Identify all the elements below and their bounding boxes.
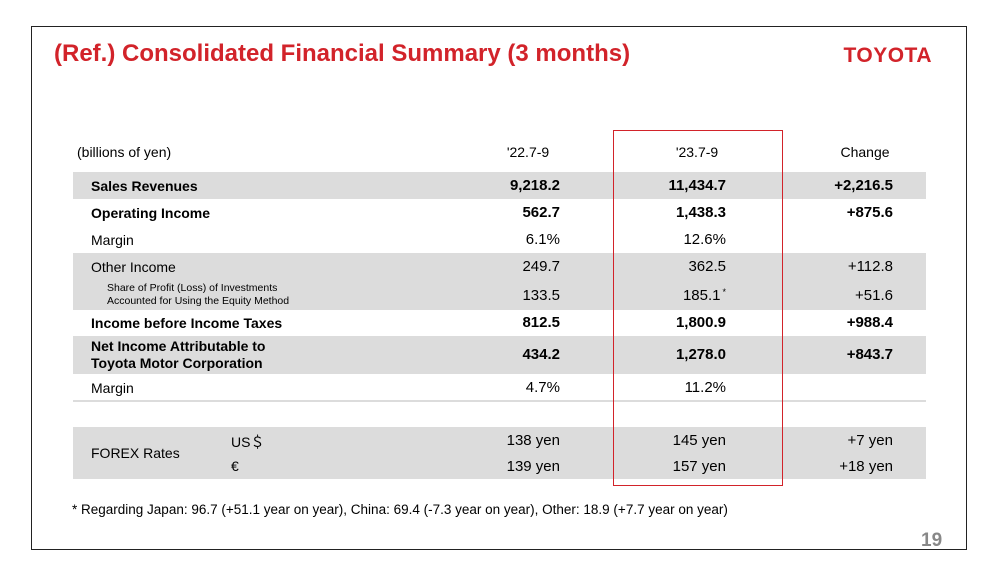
cell-2022: 4.7%	[525, 379, 560, 396]
toyota-logo: TOYOTA	[843, 44, 932, 67]
row-band	[73, 253, 926, 310]
table-row: Margin 6.1% 12.6%	[73, 226, 926, 253]
cell-change: +51.6	[855, 287, 893, 304]
row-label: Other Income	[91, 259, 176, 275]
column-header-2022: '22.7-9	[506, 144, 550, 160]
slide-frame	[31, 26, 967, 550]
cell-2022: 434.2	[522, 346, 560, 363]
table-row: Income before Income Taxes 812.5 1,800.9…	[73, 310, 926, 336]
cell-change: +875.6	[846, 204, 893, 221]
cell-2023: 11,434.7	[668, 177, 726, 194]
cell-2023: 157 yen	[672, 458, 726, 475]
cell-change: +843.7	[846, 346, 893, 363]
cell-2023: 12.6%	[683, 231, 726, 248]
row-band	[73, 172, 926, 199]
table-row: Other Income 249.7 362.5 +112.8	[73, 253, 926, 280]
cell-2023: 11.2%	[684, 379, 726, 396]
row-label: Sales Revenues	[91, 178, 198, 194]
cell-change: +2,216.5	[834, 177, 893, 194]
cell-2022: 249.7	[522, 258, 560, 275]
forex-label: FOREX Rates	[91, 445, 180, 461]
cell-change: +112.8	[847, 258, 893, 275]
currency-eur: €	[231, 458, 239, 474]
row-label-line-1: Net Income Attributable to	[91, 338, 266, 354]
row-label: Income before Income Taxes	[91, 315, 283, 331]
forex-band	[73, 427, 926, 479]
cell-change: +18 yen	[839, 458, 893, 475]
cell-2022: 562.7	[522, 204, 560, 221]
table-row: Margin 4.7% 11.2%	[73, 374, 926, 400]
footnote-mark: *	[722, 287, 726, 297]
forex-section: FOREX Rates US＄ € 138 yen 145 yen +7 yen…	[73, 427, 926, 479]
footnote: * Regarding Japan: 96.7 (+51.1 year on y…	[72, 502, 728, 517]
cell-2022: 138 yen	[506, 432, 560, 449]
page-title: (Ref.) Consolidated Financial Summary (3…	[54, 40, 631, 67]
cell-2023: 362.5	[688, 258, 726, 275]
row-band	[73, 336, 926, 374]
row-label-line-2: Accounted for Using the Equity Method	[107, 295, 290, 307]
cell-2023: 1,438.3	[675, 204, 726, 221]
column-header-change: Change	[840, 144, 890, 160]
cell-2022: 812.5	[522, 314, 560, 331]
cell-2023-value: 185.1	[682, 287, 721, 304]
unit-label: (billions of yen)	[77, 144, 172, 160]
table-row: Net Income Attributable to Toyota Motor …	[73, 336, 926, 374]
cell-change: +7 yen	[847, 432, 893, 449]
cell-2022: 6.1%	[525, 231, 560, 248]
table-row: Operating Income 562.7 1,438.3 +875.6	[73, 199, 926, 226]
row-label: Operating Income	[91, 205, 211, 221]
row-label-line-2: Toyota Motor Corporation	[91, 355, 263, 371]
cell-2023: 185.1 *	[606, 287, 726, 304]
currency-usd: US＄	[231, 434, 265, 450]
cell-2023: 1,800.9	[675, 314, 726, 331]
cell-2022: 9,218.2	[509, 177, 560, 194]
cell-change: +988.4	[846, 314, 893, 331]
page-number: 19	[921, 530, 943, 551]
cell-2022: 133.5	[522, 287, 560, 304]
table-row: Share of Profit (Loss) of Investments Ac…	[73, 280, 926, 310]
table-row: Sales Revenues 9,218.2 11,434.7 +2,216.5	[73, 172, 926, 199]
row-band	[73, 400, 926, 402]
cell-2023: 145 yen	[672, 432, 726, 449]
row-label: Margin	[91, 232, 134, 248]
cell-2023: 1,278.0	[675, 346, 726, 363]
highlight-box	[613, 130, 783, 486]
column-header-2023: '23.7-9	[675, 144, 719, 160]
row-label: Margin	[91, 380, 134, 396]
cell-2022: 139 yen	[506, 458, 560, 475]
row-label-line-1: Share of Profit (Loss) of Investments	[107, 282, 278, 294]
